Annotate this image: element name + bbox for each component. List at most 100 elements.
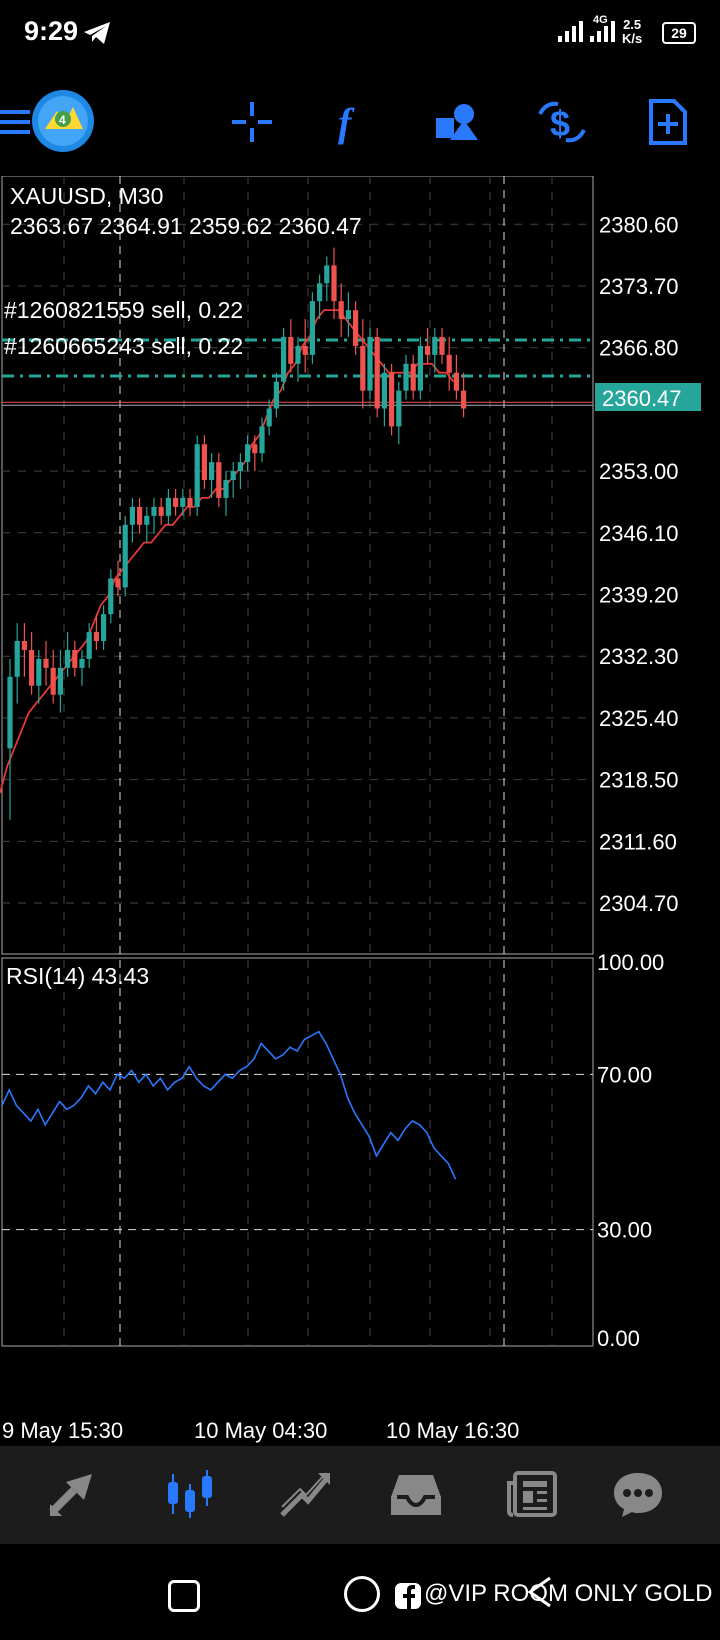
candle-body bbox=[410, 363, 416, 391]
candle-body bbox=[129, 506, 135, 525]
candle-body bbox=[101, 614, 107, 642]
time-label-1: 9 May 15:30 bbox=[2, 1418, 123, 1443]
nav-history[interactable] bbox=[384, 1464, 448, 1524]
candle-body bbox=[453, 372, 459, 391]
news-icon bbox=[507, 1471, 557, 1517]
watermark-text: @VIP ROOM ONLY GOLD bbox=[424, 1580, 713, 1607]
order-label-1[interactable]: #1260821559 sell, 0.22 bbox=[4, 297, 243, 323]
price-axis-label: 2353.00 bbox=[599, 459, 679, 484]
nav-chat[interactable] bbox=[606, 1464, 670, 1524]
candles bbox=[7, 247, 467, 820]
indicators-button[interactable]: f bbox=[326, 94, 382, 150]
time-label-2: 10 May 04:30 bbox=[194, 1418, 327, 1443]
svg-text:f: f bbox=[338, 100, 355, 145]
rsi-polyline bbox=[1, 1030, 457, 1180]
time-label-3: 10 May 16:30 bbox=[386, 1418, 519, 1443]
chart-symbol: XAUUSD, M30 bbox=[10, 183, 163, 209]
rsi-axis-label: 30.00 bbox=[597, 1218, 652, 1243]
objects-button[interactable] bbox=[430, 94, 486, 150]
bottom-navigation bbox=[0, 1446, 720, 1544]
candle-body bbox=[302, 345, 308, 355]
candle-body bbox=[266, 408, 272, 427]
trade-button[interactable]: $ bbox=[534, 94, 590, 150]
network-speed: 2.5 K/s bbox=[622, 18, 642, 46]
candle-body bbox=[324, 265, 330, 284]
candle-body bbox=[295, 345, 301, 364]
crosshair-icon bbox=[232, 102, 272, 142]
price-axis-label: 2380.60 bbox=[599, 212, 679, 237]
candle-body bbox=[252, 444, 258, 454]
menu-button[interactable] bbox=[0, 94, 42, 150]
price-axis-label: 2325.40 bbox=[599, 706, 679, 731]
chart-icon bbox=[168, 1470, 212, 1518]
candle-body bbox=[216, 462, 222, 498]
candle-body bbox=[331, 265, 337, 302]
rsi-axis-label: 100.00 bbox=[597, 950, 664, 975]
candle-body bbox=[281, 336, 287, 382]
candle-body bbox=[259, 426, 265, 454]
candle-body bbox=[338, 301, 344, 320]
telegram-icon bbox=[84, 22, 110, 44]
nav-trade[interactable] bbox=[274, 1464, 338, 1524]
candle-body bbox=[403, 363, 409, 391]
quotes-icon bbox=[49, 1474, 92, 1516]
rsi-axis: 100.00 70.00 30.00 0.00 bbox=[597, 950, 664, 1351]
candle-body bbox=[288, 336, 294, 364]
current-price-tag bbox=[595, 383, 701, 411]
rsi-axis-label: 70.00 bbox=[597, 1062, 652, 1087]
price-axis-label: 2332.30 bbox=[599, 644, 679, 669]
app-logo[interactable]: 4 bbox=[30, 88, 96, 154]
candle-body bbox=[432, 336, 438, 355]
candle-body bbox=[417, 345, 423, 391]
candle-body bbox=[29, 649, 35, 686]
nav-quotes[interactable] bbox=[42, 1464, 106, 1524]
candle-body bbox=[65, 649, 71, 668]
candle-body bbox=[374, 336, 380, 409]
candle-body bbox=[115, 578, 121, 588]
back-icon[interactable] bbox=[524, 1574, 554, 1610]
price-axis-label: 2366.80 bbox=[599, 336, 679, 361]
crosshair-button[interactable] bbox=[224, 94, 280, 150]
chat-icon bbox=[614, 1473, 662, 1517]
rsi-line bbox=[1, 1030, 593, 1231]
candle-body bbox=[230, 471, 236, 481]
candle-body bbox=[14, 641, 20, 677]
candle-body bbox=[108, 578, 114, 615]
chart-area[interactable]: XAUUSD, M30 2363.67 2364.91 2359.62 2360… bbox=[0, 175, 720, 1446]
candle-body bbox=[194, 444, 200, 507]
system-navigation bbox=[0, 1544, 720, 1640]
svg-text:4: 4 bbox=[59, 113, 66, 127]
rsi-label: RSI(14) 43.43 bbox=[6, 963, 149, 989]
nav-news[interactable] bbox=[500, 1464, 564, 1524]
price-axis-label: 2318.50 bbox=[599, 768, 679, 793]
facebook-icon bbox=[395, 1583, 421, 1609]
recent-apps-button[interactable] bbox=[168, 1580, 200, 1612]
candle-body bbox=[36, 658, 42, 686]
chart-ohlc: 2363.67 2364.91 2359.62 2360.47 bbox=[10, 213, 362, 239]
price-axis-label: 2373.70 bbox=[599, 274, 679, 299]
candle-body bbox=[43, 658, 49, 668]
metatrader-logo-icon: 4 bbox=[32, 90, 94, 152]
price-axis-label: 2304.70 bbox=[599, 891, 679, 916]
candle-body bbox=[367, 336, 373, 391]
candle-body bbox=[223, 480, 229, 498]
candle-body bbox=[396, 390, 402, 427]
order-label-2[interactable]: #1260665243 sell, 0.22 bbox=[4, 333, 243, 359]
candle-body bbox=[137, 506, 143, 525]
home-button[interactable] bbox=[344, 1576, 380, 1612]
nav-chart[interactable] bbox=[158, 1464, 222, 1524]
candle-body bbox=[353, 310, 359, 346]
svg-text:$: $ bbox=[550, 103, 570, 144]
new-order-button[interactable] bbox=[640, 94, 696, 150]
candle-body bbox=[446, 354, 452, 373]
candle-body bbox=[7, 676, 13, 749]
objects-icon bbox=[436, 104, 478, 140]
battery-indicator: 29 bbox=[662, 22, 696, 44]
candle-body bbox=[79, 658, 85, 668]
price-axis-label: 2346.10 bbox=[599, 521, 679, 546]
new-order-icon bbox=[649, 99, 687, 145]
chart-toolbar: 4 f $ bbox=[0, 80, 720, 164]
candle-body bbox=[309, 301, 315, 355]
price-chart[interactable]: XAUUSD, M30 2363.67 2364.91 2359.62 2360… bbox=[0, 175, 720, 1446]
price-panel-frame bbox=[1, 175, 594, 955]
